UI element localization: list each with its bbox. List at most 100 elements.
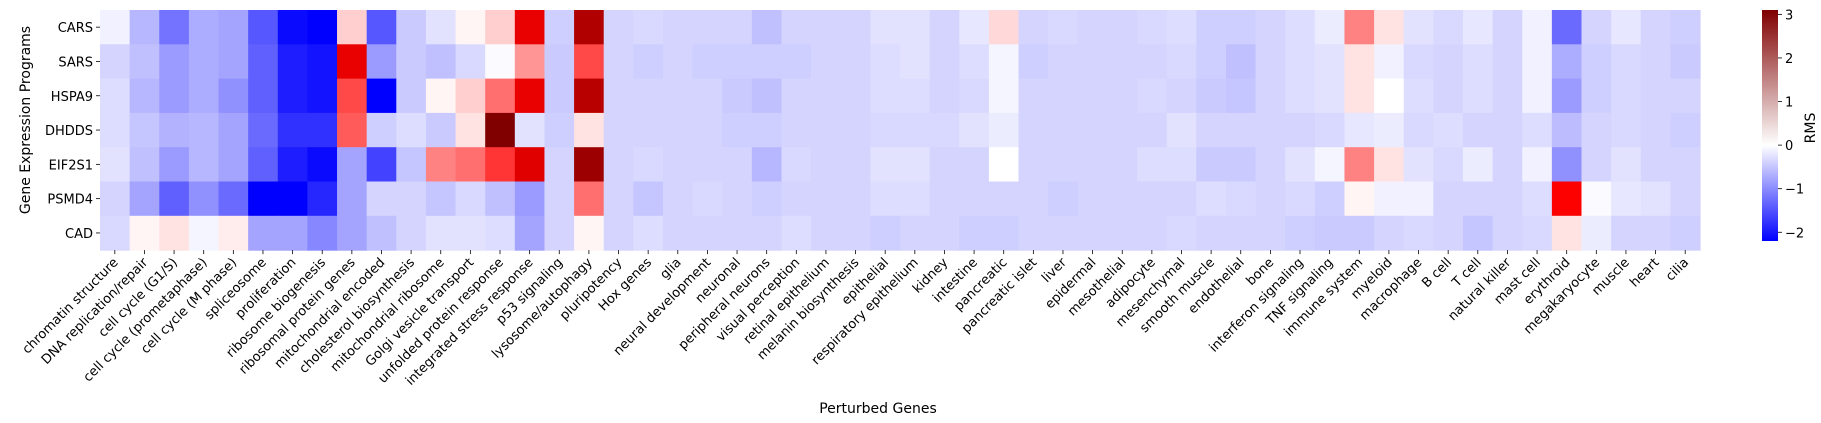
heatmap-cell xyxy=(218,147,249,183)
heatmap-cell xyxy=(1285,10,1316,45)
heatmap-cell xyxy=(337,181,368,217)
heatmap-cell xyxy=(633,78,664,114)
heatmap-cell xyxy=(988,10,1020,45)
heatmap-cell xyxy=(1522,44,1553,80)
heatmap-cell xyxy=(455,44,486,80)
heatmap-cell xyxy=(218,78,249,114)
heatmap-cell xyxy=(1048,112,1079,148)
heatmap-cell xyxy=(1344,147,1375,183)
heatmap-cell xyxy=(1462,44,1494,80)
heatmap-cell xyxy=(1551,44,1583,80)
heatmap-cell xyxy=(425,147,457,183)
heatmap-cell xyxy=(1522,78,1553,114)
heatmap-cell xyxy=(1137,44,1168,80)
heatmap-cell xyxy=(1285,78,1316,114)
heatmap-cell xyxy=(248,78,279,114)
heatmap-cell xyxy=(1670,112,1701,148)
heatmap-cell xyxy=(485,112,516,148)
heatmap-cell xyxy=(840,78,871,114)
y-axis-label: Gene Expression Programs xyxy=(18,26,34,214)
heatmap-cell xyxy=(514,78,546,114)
heatmap-cell xyxy=(188,44,220,80)
heatmap-cell xyxy=(988,44,1020,80)
heatmap-cell xyxy=(988,78,1020,114)
heatmap-cell xyxy=(1581,44,1612,80)
heatmap-cell xyxy=(218,44,249,80)
heatmap-cell xyxy=(188,112,220,148)
heatmap-cell xyxy=(959,181,990,217)
heatmap-cell xyxy=(1077,215,1109,251)
row-label: CARS xyxy=(58,21,93,36)
row-label: PSMD4 xyxy=(47,193,93,208)
heatmap-cell xyxy=(218,10,249,45)
heatmap-cell xyxy=(662,112,694,148)
heatmap-cell xyxy=(1018,44,1049,80)
heatmap-cell xyxy=(455,10,486,45)
heatmap-cell xyxy=(1018,147,1049,183)
heatmap-cell xyxy=(455,78,486,114)
heatmap-cell xyxy=(485,181,516,217)
heatmap-cell xyxy=(1433,10,1464,45)
heatmap-cell xyxy=(811,10,842,45)
heatmap-cell xyxy=(574,10,605,45)
heatmap-cell xyxy=(218,215,249,251)
heatmap-cell xyxy=(1640,10,1671,45)
heatmap-cell xyxy=(1522,215,1553,251)
heatmap-cell xyxy=(900,10,931,45)
colorbar-tick-label: 2 xyxy=(1785,52,1793,67)
colorbar-gradient xyxy=(1762,10,1778,241)
heatmap-cell xyxy=(811,78,842,114)
x-axis-label: Perturbed Genes xyxy=(819,401,937,417)
heatmap-cell xyxy=(1374,78,1405,114)
heatmap-cell xyxy=(218,181,249,217)
heatmap-cell xyxy=(870,215,901,251)
heatmap-cell xyxy=(159,147,190,183)
heatmap-cell xyxy=(1492,10,1523,45)
heatmap-cell xyxy=(337,78,368,114)
heatmap-cell xyxy=(929,112,960,148)
heatmap-cell xyxy=(188,147,220,183)
heatmap-cell xyxy=(337,147,368,183)
heatmap-cell xyxy=(840,215,871,251)
heatmap-cell xyxy=(900,147,931,183)
heatmap-cell xyxy=(1374,10,1405,45)
heatmap-cell xyxy=(574,181,605,217)
heatmap-cell xyxy=(1048,78,1079,114)
heatmap-cell xyxy=(1107,78,1138,114)
heatmap-cell xyxy=(603,44,634,80)
heatmap-cell xyxy=(544,10,575,45)
heatmap-cell xyxy=(781,78,812,114)
heatmap-cell xyxy=(840,44,871,80)
heatmap-cell xyxy=(129,78,160,114)
heatmap-cell xyxy=(751,44,783,80)
heatmap-cell xyxy=(811,215,842,251)
heatmap-cell xyxy=(425,112,457,148)
heatmap-cell xyxy=(1107,10,1138,45)
heatmap-cell xyxy=(692,215,723,251)
heatmap-cell xyxy=(1433,78,1464,114)
heatmap-cell xyxy=(396,147,427,183)
heatmap-cell xyxy=(781,147,812,183)
heatmap-cell xyxy=(722,10,753,45)
heatmap-cell xyxy=(1522,181,1553,217)
heatmap-cell xyxy=(900,181,931,217)
heatmap-cell xyxy=(396,215,427,251)
heatmap-cell xyxy=(218,112,249,148)
heatmap-cell xyxy=(1611,112,1642,148)
heatmap-cell xyxy=(722,147,753,183)
heatmap-cell xyxy=(1137,147,1168,183)
heatmap-cell xyxy=(544,181,575,217)
heatmap-cell xyxy=(692,112,723,148)
heatmap-cell xyxy=(692,10,723,45)
heatmap-cell xyxy=(544,44,575,80)
heatmap-cell xyxy=(722,78,753,114)
heatmap-cell xyxy=(1581,147,1612,183)
heatmap-cell xyxy=(544,112,575,148)
heatmap-cell xyxy=(781,44,812,80)
heatmap-cell xyxy=(1166,147,1197,183)
heatmap-cell xyxy=(1403,78,1434,114)
row-label: DHDDS xyxy=(45,124,93,139)
heatmap-cell xyxy=(396,78,427,114)
column-label: cilia xyxy=(1663,255,1692,284)
